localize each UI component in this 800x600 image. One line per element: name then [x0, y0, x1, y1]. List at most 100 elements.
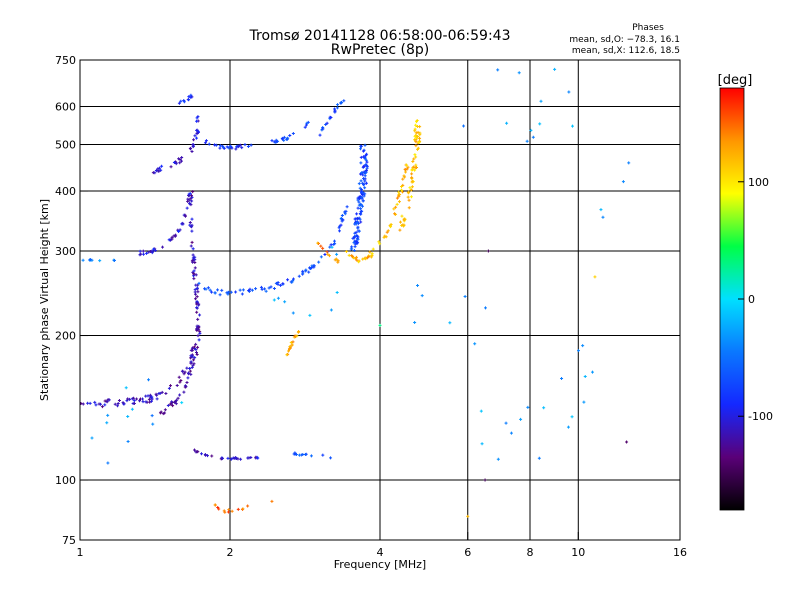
echo-point	[225, 145, 229, 149]
echo-point	[317, 260, 321, 264]
echo-point	[183, 213, 187, 217]
echo-point	[216, 288, 220, 292]
echo-point	[356, 217, 360, 221]
echo-point	[142, 252, 146, 256]
echo-point	[267, 286, 271, 290]
echo-point	[537, 456, 541, 460]
chart-title: Tromsø 20141128 06:58:00-06:59:43	[249, 28, 511, 44]
echo-point	[412, 157, 416, 161]
echo-point	[339, 100, 343, 104]
echo-point	[126, 397, 130, 401]
echo-point	[392, 207, 396, 211]
echo-point	[196, 345, 200, 349]
echo-point	[337, 229, 341, 233]
echo-point	[193, 134, 197, 138]
echo-point	[566, 425, 570, 429]
stats-line-o: mean, sd,O: −78.3, 16.1	[569, 35, 680, 45]
echo-point	[216, 505, 220, 509]
echo-point	[175, 384, 179, 388]
echo-point	[553, 67, 557, 71]
echo-point	[324, 123, 328, 127]
echo-point	[339, 217, 343, 221]
echo-point	[363, 143, 367, 147]
echo-point	[339, 223, 343, 227]
echo-point	[329, 456, 333, 460]
echo-point	[526, 405, 530, 409]
echo-point	[196, 327, 200, 331]
echo-point	[147, 378, 151, 382]
echo-point	[397, 194, 401, 198]
grid-layer	[80, 60, 680, 540]
echo-point	[222, 509, 226, 513]
echo-point	[182, 98, 186, 102]
echo-point	[192, 138, 196, 142]
echo-point	[395, 196, 399, 200]
echo-point	[418, 125, 422, 129]
echo-point	[177, 101, 181, 105]
echo-point	[282, 135, 286, 139]
echo-point	[356, 225, 360, 229]
echo-point	[191, 144, 195, 148]
echo-point	[342, 99, 346, 103]
echo-point	[220, 288, 224, 292]
y-tick-label: 100	[55, 474, 76, 487]
echo-point	[483, 478, 487, 482]
y-tick-label: 500	[55, 139, 76, 152]
echo-point	[365, 160, 369, 164]
echo-point	[323, 252, 327, 256]
echo-point	[335, 106, 339, 110]
echo-point	[227, 510, 231, 514]
echo-point	[336, 103, 340, 107]
echo-point	[195, 306, 199, 310]
echo-point	[329, 308, 333, 312]
echo-point	[292, 452, 296, 456]
echo-point	[529, 128, 533, 132]
echo-point	[188, 367, 192, 371]
echo-point	[363, 179, 367, 183]
echo-point	[413, 153, 417, 157]
echo-point	[309, 454, 313, 458]
chart-subtitle: RwPretec (8p)	[331, 42, 429, 58]
echo-point	[327, 254, 331, 258]
echo-point	[352, 236, 356, 240]
echo-point	[144, 394, 148, 398]
echo-point	[403, 175, 407, 179]
echo-point	[539, 99, 543, 103]
echo-point	[90, 436, 94, 440]
echo-point	[360, 196, 364, 200]
echo-point	[409, 188, 413, 192]
echo-point	[570, 415, 574, 419]
echo-point	[356, 206, 360, 210]
echo-point	[307, 270, 311, 274]
echo-point	[347, 253, 351, 257]
echo-point	[189, 244, 193, 248]
echo-point	[405, 163, 409, 167]
echo-point	[191, 247, 195, 251]
echo-point	[112, 258, 116, 262]
echo-point	[505, 121, 509, 125]
y-tick-label: 300	[55, 245, 76, 258]
echo-point	[378, 242, 382, 246]
echo-point	[150, 414, 154, 418]
echo-point	[189, 348, 193, 352]
echo-point	[172, 234, 176, 238]
axis-ticks-layer: 1 2 4 6 8 10 16 75 100 200 300 400 500 600 750	[55, 54, 687, 559]
echo-point	[303, 452, 307, 456]
echo-point	[410, 168, 414, 172]
echo-point	[361, 191, 365, 195]
echo-point	[416, 283, 420, 287]
echo-point	[98, 259, 102, 263]
echo-point	[357, 182, 361, 186]
echo-point	[286, 278, 290, 282]
echo-point	[560, 376, 564, 380]
echo-point	[157, 166, 161, 170]
echo-point	[393, 212, 397, 216]
x-tick-label: 16	[673, 546, 687, 559]
echo-point	[400, 214, 404, 218]
echo-point	[106, 398, 110, 402]
echo-point	[213, 291, 217, 295]
echo-point	[190, 199, 194, 203]
echo-point	[415, 136, 419, 140]
echo-point	[281, 282, 285, 286]
echo-point	[364, 168, 368, 172]
